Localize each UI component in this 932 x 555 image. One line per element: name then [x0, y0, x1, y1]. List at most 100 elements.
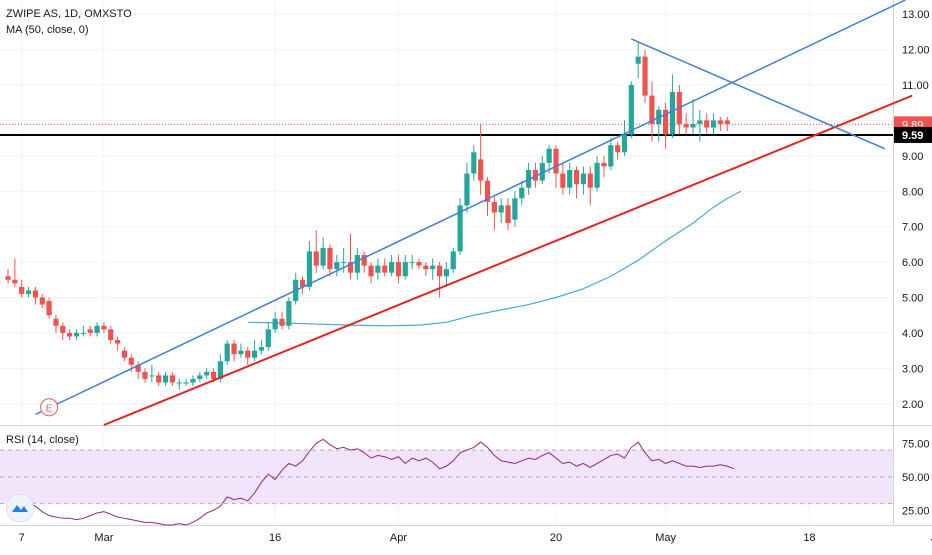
time-tick-label: Jun: [931, 532, 932, 544]
rsi-tick-label: 75.00: [902, 438, 930, 450]
price-tick-label: 11.00: [902, 80, 929, 92]
rsi-band: [0, 450, 893, 504]
candle-body: [464, 173, 470, 206]
candle-body: [94, 325, 100, 333]
time-tick-label: May: [655, 532, 676, 544]
candle-body: [546, 148, 552, 163]
candle-body: [252, 350, 258, 358]
level-price-badge: [894, 126, 932, 143]
candle-body: [121, 350, 128, 358]
candle-body: [532, 170, 539, 181]
candle-body: [313, 251, 319, 266]
rsi-legend: RSI (14, close): [6, 434, 79, 446]
candle-body: [450, 251, 456, 270]
descending-resistance-line: [631, 38, 886, 150]
candle-body: [80, 332, 86, 334]
candle-body: [717, 120, 723, 124]
candle-body: [190, 378, 196, 383]
candle-body: [587, 173, 593, 188]
candle-body: [512, 198, 518, 220]
candle-body: [25, 290, 32, 294]
time-tick-label: Mar: [94, 532, 113, 544]
candle-body: [142, 371, 148, 379]
candle-body: [5, 276, 11, 280]
candle-body: [663, 109, 669, 135]
earnings-marker-label: E: [46, 403, 53, 414]
candle-body: [615, 145, 621, 153]
candle-body: [231, 343, 237, 355]
price-tick-label: 5.00: [902, 293, 923, 305]
candle-body: [39, 297, 45, 305]
rsi-line: [7, 438, 735, 526]
candle-body: [12, 279, 18, 284]
candle-body: [491, 201, 497, 213]
candle-body: [416, 262, 422, 266]
candle-body: [341, 262, 347, 264]
price-tick-label: 13.00: [902, 9, 930, 21]
candle-body: [560, 173, 566, 188]
tradingview-mountain-icon: [12, 505, 28, 512]
candle-body: [327, 247, 333, 270]
candle-body: [724, 120, 730, 124]
candle-body: [67, 332, 73, 337]
candle-body: [46, 301, 52, 316]
candle-body: [704, 120, 710, 128]
candle-body: [169, 375, 175, 383]
channel-upper-line: [35, 0, 906, 416]
price-tick-label: 7.00: [902, 222, 923, 234]
candle-body: [101, 325, 107, 330]
level-price-badge-label: 9.59: [902, 130, 923, 142]
candle-body: [539, 162, 545, 181]
candle-body: [176, 382, 182, 384]
candle-body: [299, 279, 306, 287]
candle-body: [628, 85, 634, 135]
candle-body: [197, 375, 203, 379]
candle-body: [149, 375, 155, 377]
candle-body: [573, 170, 580, 185]
price-tick-label: 6.00: [902, 257, 923, 269]
time-tick-label: 7: [19, 532, 25, 544]
candle-body: [354, 255, 360, 273]
candle-body: [320, 247, 326, 266]
candle-body: [245, 350, 251, 358]
candle-body: [135, 364, 141, 372]
candle-body: [217, 361, 223, 379]
candle-body: [484, 180, 491, 202]
candle-body: [423, 265, 429, 270]
candle-body: [601, 162, 607, 167]
candle-body: [436, 265, 443, 277]
candle-body: [272, 318, 278, 330]
candle-body: [347, 262, 354, 273]
candle-body: [375, 265, 381, 273]
candle-body: [279, 318, 285, 326]
candle-body: [471, 152, 477, 174]
candle-body: [361, 255, 367, 266]
price-tick-label: 2.00: [902, 399, 923, 411]
candle-body: [32, 290, 38, 298]
candle-body: [238, 350, 244, 355]
candle-body: [19, 286, 25, 294]
candle-body: [224, 343, 230, 362]
candle-body: [621, 134, 628, 153]
candle-body: [53, 318, 59, 326]
price-tick-label: 12.00: [902, 45, 930, 57]
candle-body: [334, 262, 340, 270]
candle-body: [478, 159, 484, 181]
candle-body: [258, 347, 265, 351]
candle-body: [635, 56, 641, 64]
candle-body: [210, 371, 217, 379]
candle-body: [286, 301, 292, 326]
candle-body: [683, 123, 689, 128]
candle-body: [710, 120, 717, 128]
rsi-tick-label: 25.00: [902, 505, 930, 517]
candle-body: [430, 265, 436, 270]
tradingview-logo-icon[interactable]: [6, 494, 34, 522]
candle-body: [690, 123, 696, 128]
candle-body: [498, 205, 504, 213]
price-tick-label: 3.00: [902, 363, 923, 375]
candle-body: [402, 262, 408, 277]
candle-body: [553, 148, 559, 174]
candle-body: [265, 329, 271, 348]
